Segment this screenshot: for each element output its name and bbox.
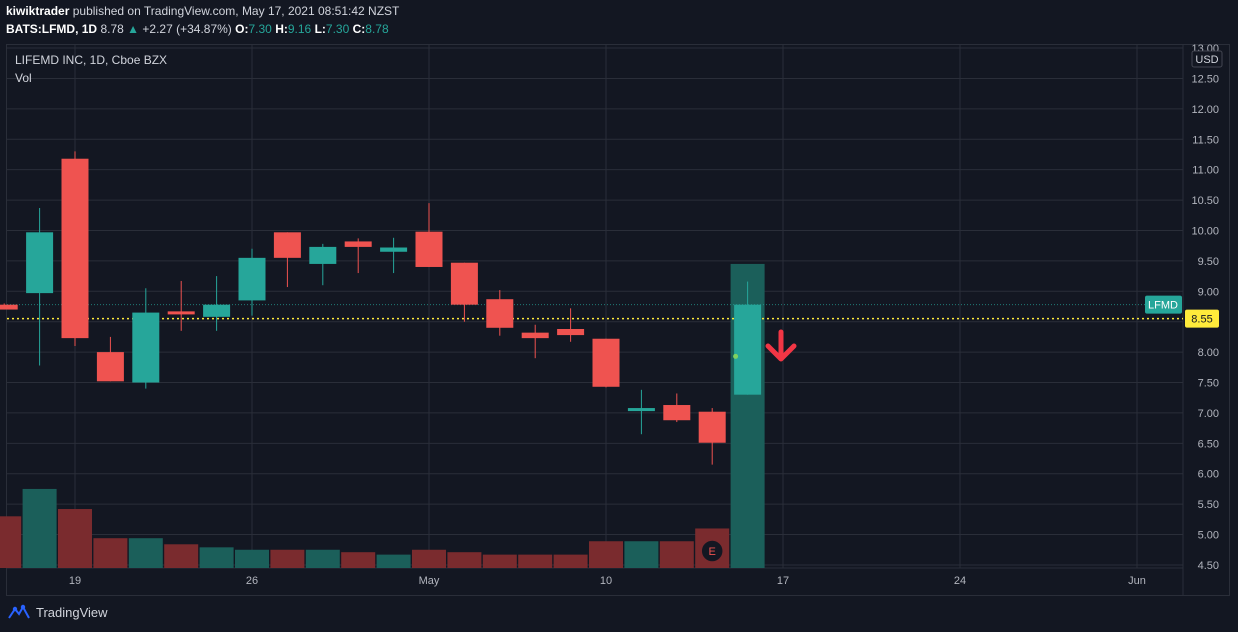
x-tick-label: 24 bbox=[954, 575, 966, 587]
volume-bar bbox=[58, 509, 92, 568]
x-tick-label: 10 bbox=[600, 575, 612, 587]
candle-body[interactable] bbox=[0, 304, 18, 310]
symbol-price-tag-label: LFMD bbox=[1148, 300, 1178, 312]
y-tick-label: 7.00 bbox=[1198, 408, 1219, 420]
y-tick-label: 4.50 bbox=[1198, 560, 1219, 572]
x-tick-label: May bbox=[419, 575, 440, 587]
y-tick-label: 10.50 bbox=[1191, 195, 1219, 207]
volume-bar bbox=[235, 549, 269, 568]
high-label: H: bbox=[275, 22, 288, 36]
volume-bar bbox=[376, 554, 411, 568]
candle-body[interactable] bbox=[734, 304, 762, 395]
candle-body[interactable] bbox=[309, 246, 337, 264]
open-value: 7.30 bbox=[248, 22, 272, 36]
x-tick-label: 26 bbox=[246, 575, 258, 587]
symbol-price-tag bbox=[1145, 295, 1182, 314]
chart-frame[interactable] bbox=[6, 44, 1230, 596]
symbol-label: BATS:LFMD, 1D bbox=[6, 22, 98, 36]
candle-body[interactable] bbox=[698, 411, 726, 443]
y-tick-label: 6.00 bbox=[1198, 469, 1219, 481]
down-arrow-head-icon bbox=[765, 343, 797, 362]
y-tick-label: 5.00 bbox=[1198, 530, 1219, 542]
y-tick-label: 10.00 bbox=[1191, 225, 1219, 237]
candle-body[interactable] bbox=[344, 241, 372, 247]
author-name[interactable]: kiwiktrader bbox=[6, 4, 70, 18]
earnings-marker-label: E bbox=[709, 546, 716, 558]
tradingview-logo-icon bbox=[8, 604, 30, 619]
volume-bar bbox=[589, 541, 623, 568]
chart-legend-title: LIFEMD INC, 1D, Cboe BZX bbox=[15, 53, 168, 67]
volume-bar bbox=[447, 552, 482, 568]
candle-body[interactable] bbox=[627, 408, 655, 412]
volume-bar bbox=[93, 538, 128, 568]
volume-bar bbox=[0, 516, 22, 568]
y-tick-label: 5.50 bbox=[1198, 499, 1219, 511]
candle-body[interactable] bbox=[592, 338, 620, 387]
y-tick-label: 12.50 bbox=[1191, 73, 1219, 85]
x-tick-label: 19 bbox=[69, 575, 81, 587]
line-price-tag bbox=[1185, 309, 1219, 328]
volume-bar bbox=[412, 549, 446, 568]
volume-bar bbox=[659, 541, 694, 568]
candle-body[interactable] bbox=[273, 232, 301, 258]
candle-body[interactable] bbox=[61, 158, 89, 339]
y-tick-label: 6.50 bbox=[1198, 438, 1219, 450]
candle-body[interactable] bbox=[521, 332, 549, 339]
candle-body[interactable] bbox=[96, 352, 124, 382]
volume-bar bbox=[341, 552, 376, 568]
earnings-marker[interactable] bbox=[700, 539, 724, 563]
y-tick-label: 11.00 bbox=[1192, 165, 1219, 177]
volume-bar bbox=[553, 554, 588, 568]
published-text: published on TradingView.com, May 17, 20… bbox=[72, 4, 400, 18]
change-up-icon: ▲ bbox=[127, 22, 140, 36]
footer-brand[interactable]: TradingView bbox=[8, 604, 108, 620]
volume-bar bbox=[22, 488, 57, 568]
y-tick-label: 9.50 bbox=[1198, 256, 1219, 268]
candle-body[interactable] bbox=[415, 231, 443, 267]
price-chart[interactable]: E13.0012.5012.0011.5011.0010.5010.009.50… bbox=[0, 0, 1238, 600]
signal-dot bbox=[733, 353, 739, 359]
currency-badge[interactable] bbox=[1191, 50, 1223, 68]
close-value: 8.78 bbox=[365, 22, 389, 36]
candle-body[interactable] bbox=[26, 232, 54, 294]
last-price: 8.78 bbox=[100, 22, 124, 36]
y-tick-label: 7.50 bbox=[1198, 378, 1219, 390]
volume-bar bbox=[164, 544, 199, 568]
candle-body[interactable] bbox=[557, 329, 585, 336]
volume-bar bbox=[128, 538, 163, 568]
ohlc-line: BATS:LFMD, 1D 8.78 ▲ +2.27 (+34.87%) O:7… bbox=[6, 22, 389, 36]
publish-line: kiwiktrader published on TradingView.com… bbox=[6, 4, 399, 18]
brand-name: TradingView bbox=[36, 604, 108, 620]
candle-body[interactable] bbox=[450, 262, 478, 305]
candle-body[interactable] bbox=[486, 299, 514, 328]
y-tick-label: 8.00 bbox=[1198, 347, 1219, 359]
y-tick-label: 11.50 bbox=[1192, 134, 1219, 146]
candle-body[interactable] bbox=[132, 312, 160, 383]
x-tick-label: Jun bbox=[1128, 575, 1146, 587]
volume-bar bbox=[199, 547, 234, 568]
open-label: O: bbox=[235, 22, 249, 36]
candle-body[interactable] bbox=[238, 257, 266, 301]
y-tick-label: 9.00 bbox=[1198, 286, 1219, 298]
high-value: 9.16 bbox=[287, 22, 312, 36]
x-tick-label: 17 bbox=[777, 575, 789, 587]
close-label: C: bbox=[352, 22, 366, 36]
low-value: 7.30 bbox=[325, 22, 350, 36]
volume-legend: Vol bbox=[15, 71, 32, 85]
volume-bar bbox=[305, 549, 340, 568]
volume-bar bbox=[624, 541, 659, 568]
volume-bar bbox=[482, 554, 517, 568]
candle-body[interactable] bbox=[663, 405, 691, 421]
change-value: +2.27 (+34.87%) bbox=[142, 22, 232, 36]
candle-body[interactable] bbox=[380, 247, 408, 252]
candle-body[interactable] bbox=[167, 311, 195, 315]
low-label: L: bbox=[314, 22, 326, 36]
line-price-tag-label: 8.55 bbox=[1191, 314, 1212, 326]
currency-label: USD bbox=[1195, 54, 1218, 66]
volume-bar bbox=[518, 554, 553, 568]
volume-bar bbox=[270, 549, 305, 568]
candle-body[interactable] bbox=[203, 304, 231, 317]
y-tick-label: 12.00 bbox=[1191, 104, 1219, 116]
